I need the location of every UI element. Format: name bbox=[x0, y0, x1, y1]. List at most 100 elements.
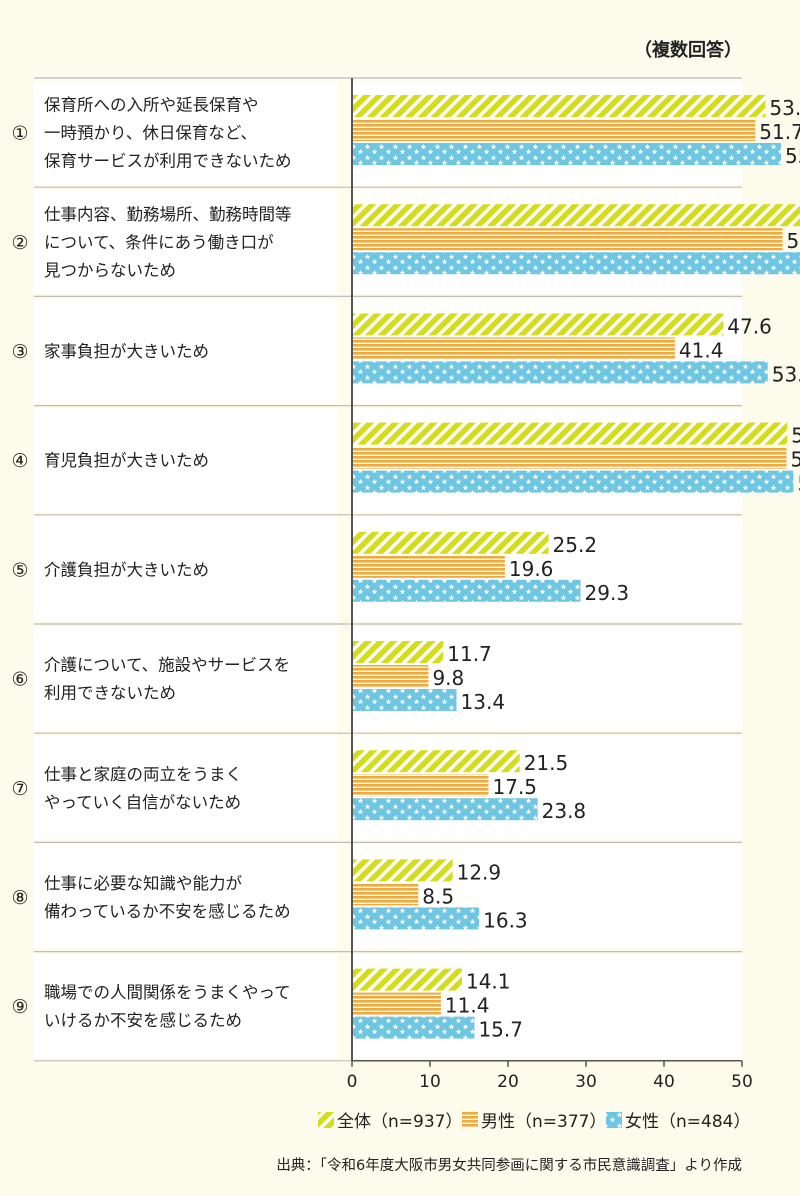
bar bbox=[352, 968, 462, 991]
category-number: ⑤ bbox=[11, 559, 28, 581]
legend-label: 男性（n=377） bbox=[481, 1112, 606, 1132]
bar-area: 53.051.755.060.855.265.747.641.453.355.8… bbox=[352, 95, 800, 1042]
data-label: 53.0 bbox=[769, 96, 800, 120]
category-label: 仕事に必要な知識や能力が bbox=[44, 874, 243, 893]
data-label: 51.7 bbox=[759, 120, 800, 144]
category-label: について、条件にあう働き口が bbox=[44, 233, 274, 252]
bar bbox=[352, 665, 429, 687]
bar bbox=[352, 313, 724, 336]
bar bbox=[352, 883, 419, 906]
bar bbox=[352, 422, 788, 445]
bar bbox=[352, 531, 549, 554]
bar bbox=[352, 689, 457, 711]
bar bbox=[352, 992, 441, 1015]
legend-label: 女性（n=484） bbox=[625, 1112, 750, 1132]
bar bbox=[352, 337, 675, 360]
data-label: 55.7 bbox=[790, 448, 800, 472]
legend: 全体（n=937） 男性（n=377） 女性（n=484） bbox=[318, 1112, 750, 1132]
category-panel bbox=[34, 408, 338, 512]
data-label: 17.5 bbox=[493, 775, 538, 799]
x-tick-label: 10 bbox=[419, 1072, 441, 1092]
bar bbox=[352, 228, 783, 251]
category-panel bbox=[34, 627, 338, 731]
category-label: いけるか不安を感じるため bbox=[44, 1011, 242, 1030]
bar bbox=[352, 641, 444, 663]
category-number: ⑨ bbox=[11, 996, 28, 1018]
category-label: 介護負担が大きいため bbox=[44, 560, 209, 579]
source-note: 出典：「令和6年度大阪市男女共同参画に関する市民意識調査」より作成 bbox=[276, 1156, 742, 1174]
data-label: 41.4 bbox=[679, 338, 724, 362]
data-label: 19.6 bbox=[509, 557, 554, 581]
bar bbox=[352, 361, 768, 384]
data-label: 23.8 bbox=[542, 799, 587, 823]
category-panel bbox=[34, 517, 338, 621]
category-number: ⑦ bbox=[11, 778, 28, 800]
category-label: 仕事と家庭の両立をうまく bbox=[44, 765, 242, 784]
x-axis: 010203040506070(%) bbox=[347, 78, 753, 1092]
category-number: ③ bbox=[11, 341, 28, 363]
data-label: 8.5 bbox=[422, 884, 454, 908]
bar bbox=[352, 1016, 475, 1039]
category-label: 仕事内容、勤務場所、勤務時間等 bbox=[44, 205, 292, 224]
bar bbox=[352, 470, 794, 493]
category-panel bbox=[34, 845, 338, 949]
legend-swatch bbox=[606, 1112, 622, 1128]
bar bbox=[352, 143, 781, 165]
bar bbox=[352, 750, 520, 773]
data-label: 21.5 bbox=[524, 751, 569, 775]
data-label: 55.2 bbox=[787, 229, 800, 253]
data-label: 9.8 bbox=[432, 666, 464, 690]
category-label: 家事負担が大きいため bbox=[44, 342, 209, 361]
data-label: 15.7 bbox=[478, 1018, 523, 1042]
category-label: 介護について、施設やサービスを bbox=[44, 656, 290, 675]
x-tick-label: 20 bbox=[497, 1072, 519, 1092]
legend-swatch bbox=[318, 1112, 334, 1128]
category-panel bbox=[34, 736, 338, 840]
data-label: 53.3 bbox=[772, 362, 800, 386]
data-label: 47.6 bbox=[727, 314, 772, 338]
bar bbox=[352, 252, 800, 275]
data-label: 25.2 bbox=[553, 533, 598, 557]
category-label: 利用できないため bbox=[44, 684, 176, 703]
category-panel bbox=[34, 954, 338, 1058]
bar bbox=[352, 555, 505, 578]
category-label: 保育サービスが利用できないため bbox=[44, 152, 292, 171]
bar bbox=[352, 798, 538, 821]
data-label: 14.1 bbox=[466, 970, 511, 994]
data-label: 11.7 bbox=[447, 642, 492, 666]
legend-label: 全体（n=937） bbox=[337, 1112, 462, 1132]
bar bbox=[352, 119, 756, 141]
category-label: 見つからないため bbox=[44, 261, 176, 280]
note-multiple-answers: （複数回答） bbox=[634, 39, 742, 61]
bar bbox=[352, 95, 766, 117]
category-label: やっていく自信がないため bbox=[44, 793, 241, 812]
category-label: 一時預かり、休日保育など、 bbox=[44, 124, 257, 143]
bar bbox=[352, 446, 787, 469]
bar bbox=[352, 204, 800, 227]
data-label: 16.3 bbox=[483, 908, 528, 932]
category-panel bbox=[34, 190, 338, 294]
category-number: ② bbox=[11, 232, 28, 254]
category-label: 備わっているか不安を感じるため bbox=[44, 902, 291, 921]
legend-swatch bbox=[462, 1112, 478, 1128]
x-tick-label: 30 bbox=[575, 1072, 597, 1092]
category-number: ④ bbox=[11, 450, 28, 472]
category-label: 育児負担が大きいため bbox=[44, 451, 209, 470]
category-number: ⑧ bbox=[11, 887, 28, 909]
bar bbox=[352, 859, 453, 882]
category-number: ⑥ bbox=[11, 669, 28, 691]
bar bbox=[352, 579, 581, 602]
x-tick-label: 40 bbox=[653, 1072, 675, 1092]
data-label: 11.4 bbox=[445, 994, 490, 1018]
category-panel bbox=[34, 299, 338, 403]
bar bbox=[352, 907, 480, 930]
category-label: 職場での人間関係をうまくやって bbox=[44, 983, 291, 1002]
data-label: 56.6 bbox=[797, 472, 800, 496]
category-number: ① bbox=[11, 123, 28, 145]
category-panel bbox=[34, 81, 338, 185]
data-label: 55.0 bbox=[785, 144, 800, 168]
data-label: 55.8 bbox=[791, 424, 800, 448]
bar bbox=[352, 774, 489, 797]
x-tick-label: 0 bbox=[347, 1072, 358, 1092]
